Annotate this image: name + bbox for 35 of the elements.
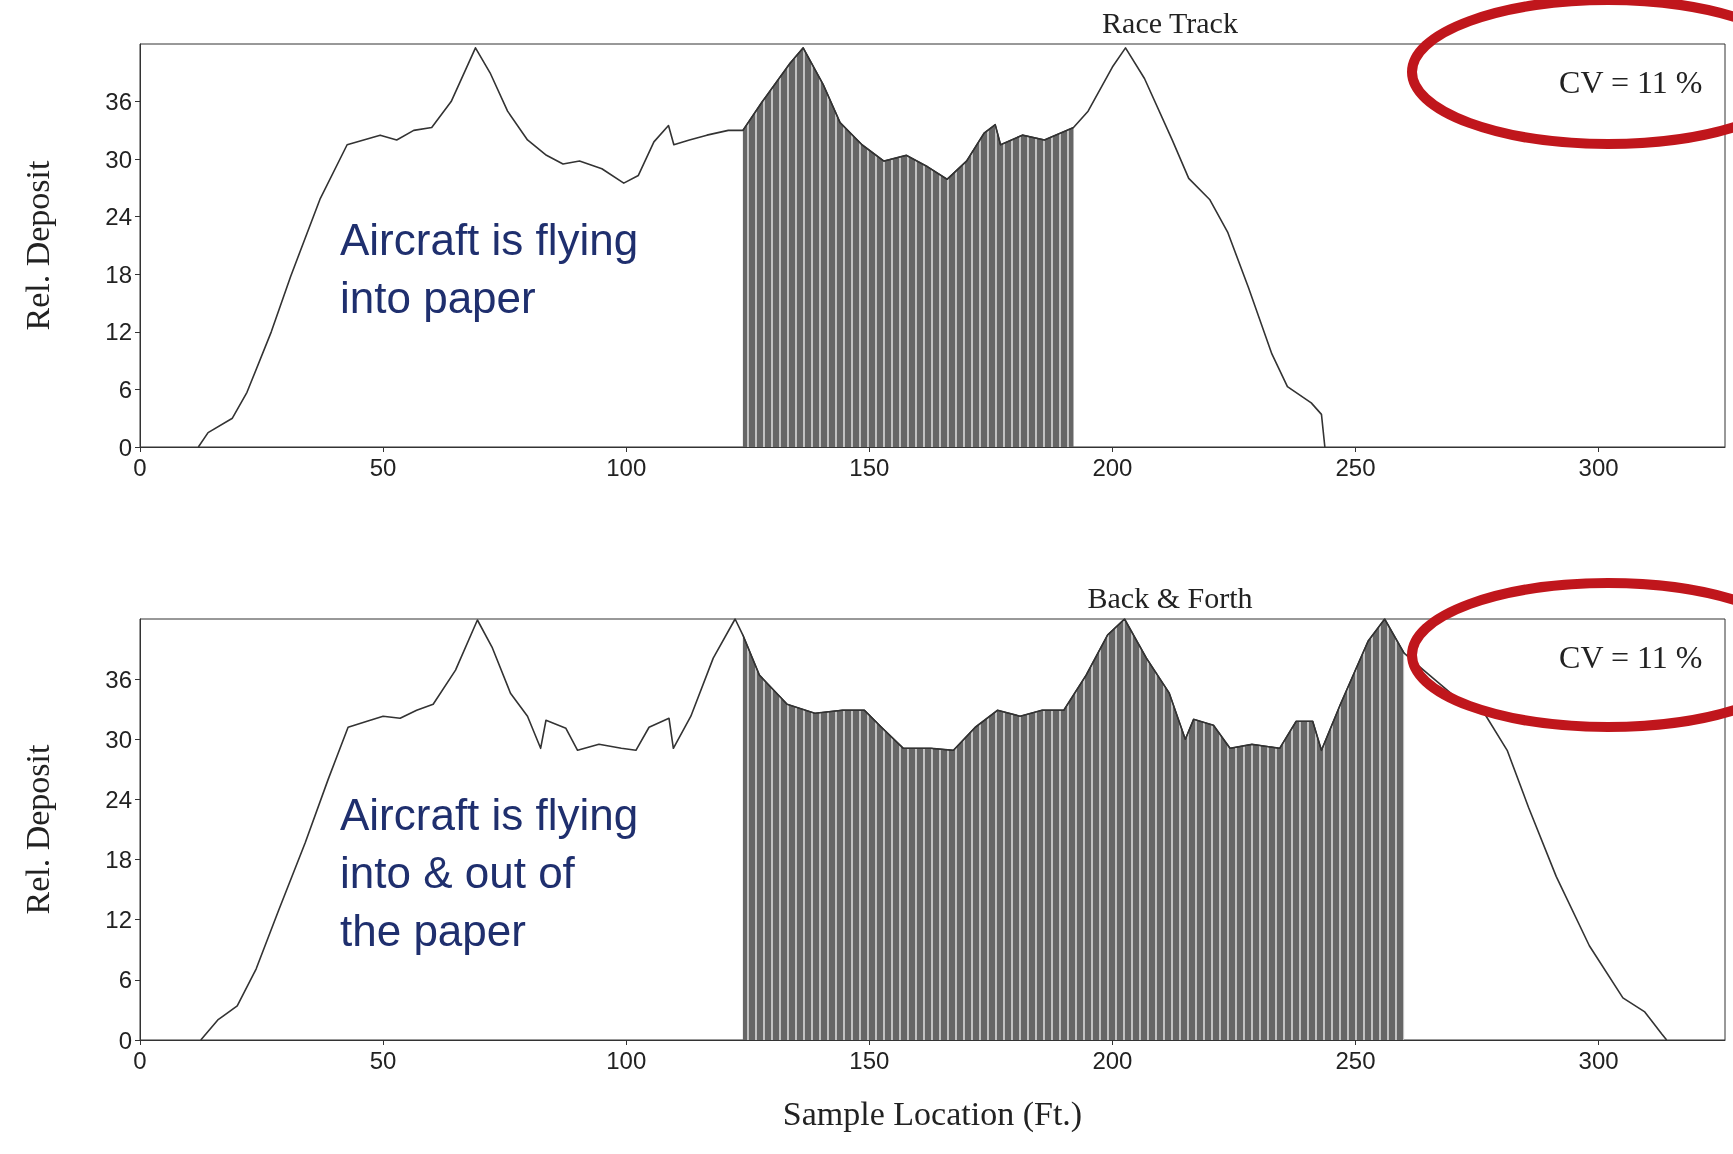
x-tick-label: 50	[369, 453, 397, 481]
y-tick-label: 24	[105, 203, 132, 231]
x-tick-label: 250	[1335, 453, 1376, 481]
x-tick-label: 200	[1092, 1046, 1133, 1074]
x-tick-label: 150	[849, 1046, 890, 1074]
x-tick-label: 300	[1578, 453, 1619, 481]
y-tick-label: 18	[105, 260, 132, 288]
y-tick-label: 30	[105, 145, 132, 173]
y-tick-label: 24	[105, 785, 132, 813]
x-tick-label: 200	[1092, 453, 1133, 481]
y-tick-label: 12	[105, 906, 132, 934]
x-tick-label: 300	[1578, 1046, 1619, 1074]
y-tick-label: 0	[118, 433, 132, 461]
y-tick-label: 0	[118, 1026, 132, 1054]
chart-title: Back & Forth	[1087, 580, 1253, 614]
annotation: CV = 11 %	[1559, 64, 1703, 100]
y-tick-label: 18	[105, 846, 132, 874]
x-tick-label: 50	[369, 1046, 397, 1074]
y-axis-title: Rel. Deposit	[18, 743, 56, 915]
y-tick-label: 6	[118, 966, 132, 994]
x-tick-label: 150	[849, 453, 890, 481]
y-tick-label: 30	[105, 725, 132, 753]
y-tick-label: 6	[118, 375, 132, 403]
annotation: CV = 11 %	[1559, 639, 1703, 675]
x-tick-label: 100	[606, 1046, 647, 1074]
x-tick-label: 250	[1335, 1046, 1376, 1074]
y-tick-label: 36	[105, 88, 132, 116]
y-tick-label: 12	[105, 318, 132, 346]
x-axis-title: Sample Location (Ft.)	[782, 1094, 1083, 1133]
chart-title: Race Track	[1102, 5, 1238, 39]
y-axis-title: Rel. Deposit	[18, 159, 56, 331]
annotation: Aircraft is flying into & out of the paper	[340, 789, 639, 955]
y-tick-label: 36	[105, 665, 132, 693]
annotation: Aircraft is flying into paper	[340, 214, 639, 322]
x-tick-label: 100	[606, 453, 647, 481]
